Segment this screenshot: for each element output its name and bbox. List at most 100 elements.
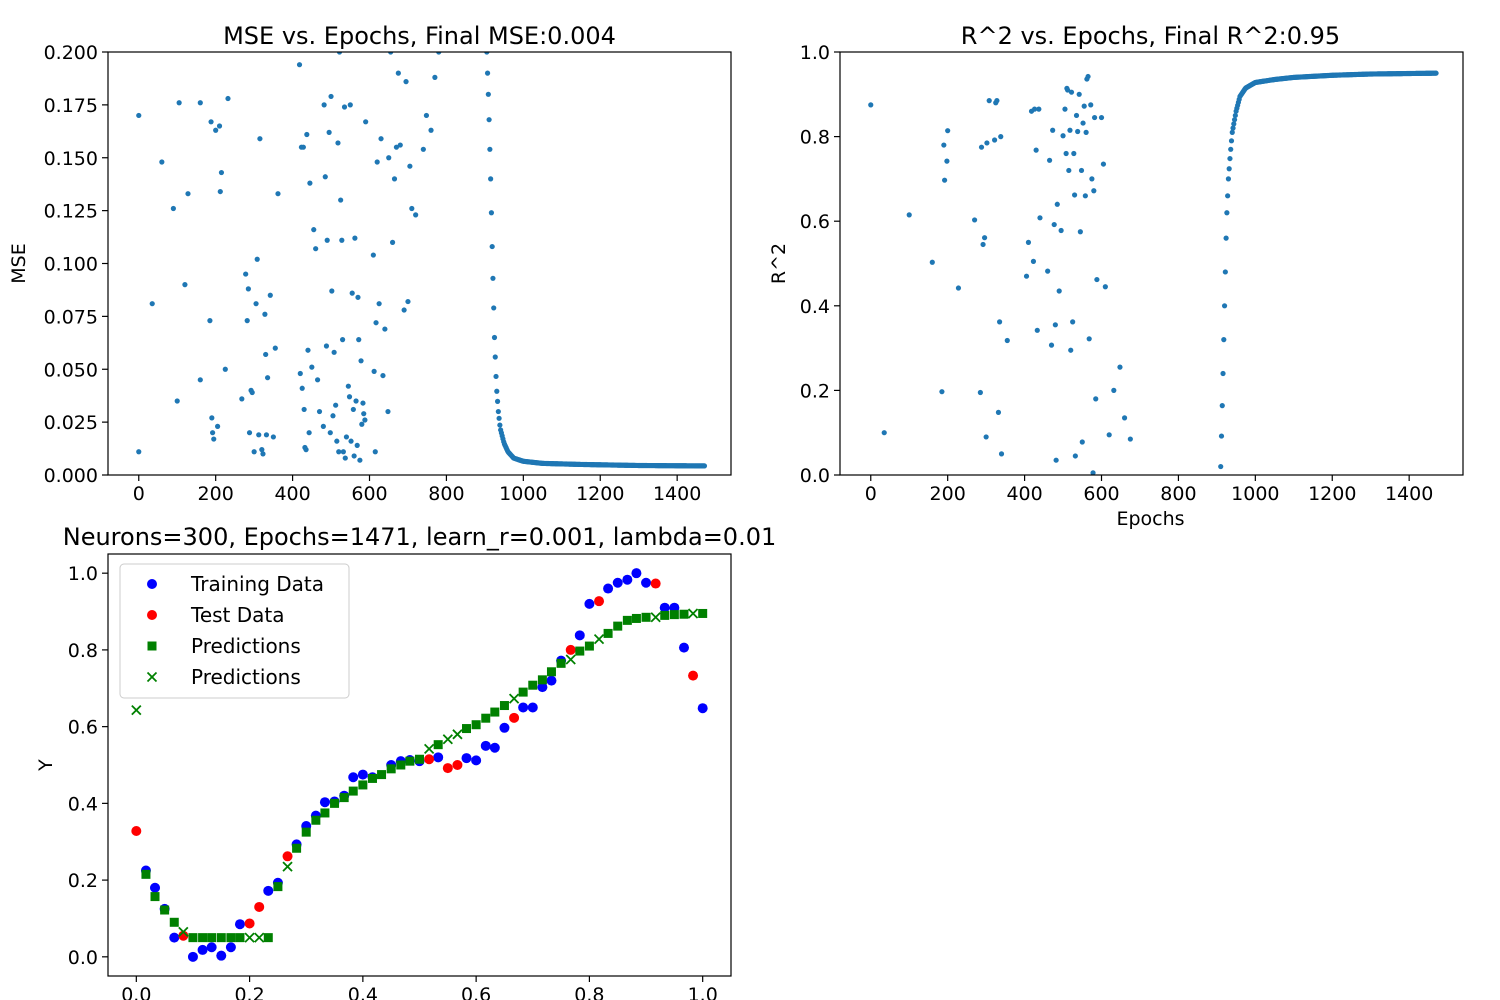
mse-data-point <box>246 430 253 436</box>
fit-point-predictions-square <box>528 680 538 690</box>
mse-data-point <box>264 375 271 381</box>
mse-data-point <box>159 159 165 165</box>
r2-data-point <box>1023 273 1030 279</box>
r2-curve-point <box>1231 117 1238 123</box>
r2-data-point <box>1078 167 1085 174</box>
mse-x-tick-label: 400 <box>274 483 310 505</box>
r2-data-point <box>1090 470 1096 475</box>
fit-point-training-data <box>319 797 330 808</box>
mse-data-point <box>397 142 403 148</box>
mse-x-tick-label: 600 <box>351 483 387 505</box>
r2-data-point <box>981 235 988 241</box>
mse-data-point <box>359 421 365 427</box>
fit-legend-label-test-data: Test Data <box>190 603 285 627</box>
mse-data-point <box>374 159 380 165</box>
mse-data-point <box>304 131 310 138</box>
fit-point-predictions-square <box>537 675 547 685</box>
r2-data-point <box>1030 258 1037 264</box>
mse-y-tick-label: 0.175 <box>44 95 98 117</box>
r2-curve-point <box>1218 433 1225 439</box>
fit-point-predictions-x <box>282 861 293 872</box>
mse-data-point <box>385 408 391 415</box>
r2-x-tick-label: 1200 <box>1308 483 1356 505</box>
mse-data-point <box>357 457 363 463</box>
mse-data-point <box>211 436 217 442</box>
r2-data-point <box>1072 453 1078 459</box>
r2-data-point <box>1037 215 1043 221</box>
fit-point-training-data <box>527 702 538 713</box>
mse-data-point <box>401 307 407 313</box>
mse-data-point <box>253 301 259 307</box>
fit-point-predictions-square <box>160 905 170 915</box>
r2-data-point <box>1031 106 1038 112</box>
fit-point-training-data <box>433 752 444 763</box>
r2-data-point <box>1076 91 1082 97</box>
r2-data-point <box>1121 415 1128 421</box>
mse-data-point <box>405 298 411 305</box>
fit-point-test-data <box>452 760 463 770</box>
fit-point-training-data <box>348 772 359 783</box>
r2-data-point <box>945 128 951 134</box>
fit-point-predictions-square <box>216 933 226 943</box>
fit-legend-marker-predictions-x <box>146 671 158 683</box>
mse-data-point <box>395 70 401 76</box>
mse-x-tick-label: 1400 <box>653 483 701 505</box>
r2-data-point <box>881 430 887 436</box>
mse-data-point <box>354 442 360 448</box>
mse-curve-point <box>488 210 495 216</box>
r2-data-point <box>1050 127 1056 133</box>
mse-data-point <box>176 100 182 106</box>
mse-curve-point <box>484 52 490 55</box>
r2-data-point <box>1004 337 1010 344</box>
fit-point-predictions-square <box>631 613 641 623</box>
r2-data-point <box>1034 327 1040 333</box>
mse-y-tick-label: 0.025 <box>44 412 98 434</box>
fit-point-training-data <box>187 951 198 962</box>
fit-point-training-data <box>263 885 274 896</box>
fit-point-predictions-square <box>348 786 358 796</box>
r2-data-point <box>995 409 1002 415</box>
mse-curve-point <box>494 388 500 394</box>
mse-data-point <box>311 227 317 233</box>
fit-point-training-data <box>206 942 217 953</box>
mse-points <box>136 52 708 469</box>
r2-data-point <box>1083 129 1089 135</box>
mse-data-point <box>436 52 442 55</box>
mse-chart-title: MSE vs. Epochs, Final MSE:0.004 <box>223 22 616 50</box>
fit-point-training-data <box>603 583 614 594</box>
mse-data-point <box>197 377 203 383</box>
mse-data-point <box>218 169 225 176</box>
fit-point-predictions-x <box>452 729 463 740</box>
fit-point-training-data <box>622 574 633 585</box>
mse-data-point <box>305 347 311 353</box>
r2-data-point <box>1071 192 1078 198</box>
fit-point-training-data <box>678 642 689 653</box>
mse-data-point <box>320 423 326 429</box>
mse-data-point <box>326 129 332 135</box>
r2-data-point <box>978 144 985 150</box>
r2-x-tick-label: 400 <box>1006 483 1042 505</box>
mse-data-point <box>216 123 223 129</box>
mse-y-tick-label: 0.050 <box>44 359 98 381</box>
mse-data-point <box>339 337 346 343</box>
mse-x-tick-label: 800 <box>428 483 464 505</box>
fit-point-predictions-square <box>198 933 208 943</box>
r2-data-point <box>1051 221 1057 228</box>
r2-data-point <box>1025 239 1032 245</box>
mse-data-point <box>324 237 330 243</box>
mse-data-point <box>432 74 438 80</box>
fit-point-training-data <box>169 932 180 943</box>
r2-y-axis-label: R^2 <box>768 243 790 284</box>
r2-data-point <box>977 389 983 396</box>
mse-data-point <box>413 212 419 218</box>
r2-x-tick-label: 1000 <box>1231 483 1279 505</box>
fit-legend-label-predictions-square: Predictions <box>191 634 301 658</box>
fit-y-tick-label: 0.4 <box>68 793 98 815</box>
fit-point-predictions-square <box>263 933 273 943</box>
mse-data-point <box>327 430 333 436</box>
fit-x-tick-label: 0.2 <box>234 984 264 1000</box>
r2-curve-point <box>1232 112 1238 119</box>
r2-data-point <box>1070 319 1076 325</box>
r2-curve-point <box>1231 121 1237 127</box>
